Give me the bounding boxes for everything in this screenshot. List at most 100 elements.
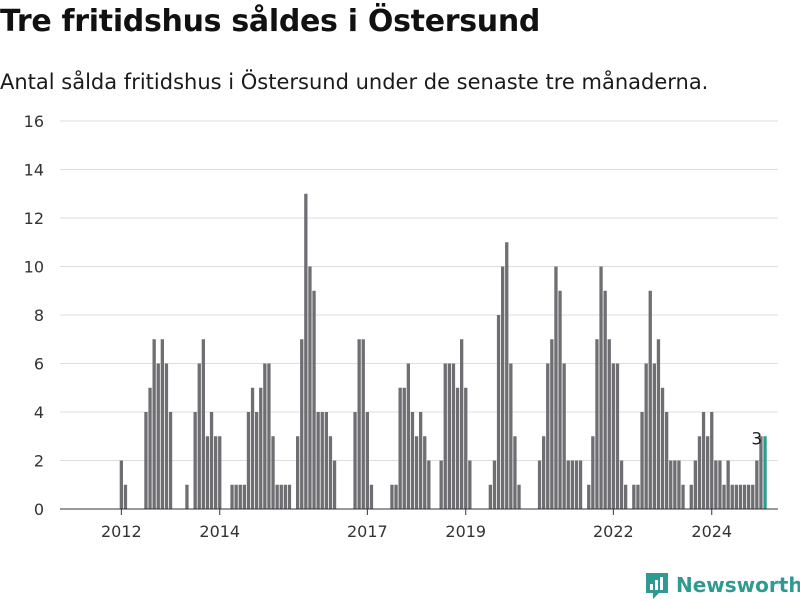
bar [164, 363, 169, 509]
bar [496, 315, 501, 509]
bar [689, 484, 693, 509]
y-tick-label: 16 [24, 112, 44, 131]
chart-subtitle: Antal sålda fritidshus i Östersund under… [0, 70, 709, 94]
bar [542, 436, 546, 509]
bar [320, 412, 324, 509]
bar [681, 484, 685, 509]
bar [419, 412, 423, 509]
x-tick-label: 2022 [593, 522, 634, 541]
bar [644, 363, 648, 509]
bar [603, 290, 607, 509]
bar [263, 363, 267, 509]
bar [652, 363, 656, 509]
bar [763, 436, 767, 509]
bar [554, 266, 558, 509]
bar [759, 436, 763, 509]
bar [550, 339, 554, 509]
bar [447, 363, 451, 509]
bar [160, 339, 164, 509]
bar [283, 484, 287, 509]
bar [656, 339, 661, 509]
x-axis-ticks: 2012 2014 2017 2019 2022 2024 [101, 509, 732, 541]
bar [390, 484, 394, 509]
bar [587, 484, 591, 509]
bar [123, 484, 128, 509]
bar [734, 484, 738, 509]
bar [332, 460, 337, 509]
y-tick-label: 4 [34, 403, 44, 422]
bar [365, 412, 369, 509]
bar [468, 460, 472, 509]
bar [546, 363, 550, 509]
bar [218, 436, 222, 509]
bar [574, 460, 579, 509]
bar [119, 460, 123, 509]
bar [152, 339, 156, 509]
bar [394, 484, 398, 509]
y-tick-label: 8 [34, 306, 44, 325]
bar [308, 266, 312, 509]
bar [439, 460, 443, 509]
y-axis-ticks: 0 2 4 6 8 10 12 14 16 [24, 112, 44, 519]
y-tick-label: 0 [34, 500, 44, 519]
bar [353, 412, 357, 509]
bar [464, 387, 468, 509]
bar-chart: 0 2 4 6 8 10 12 14 16 2012 2014 2017 2019 2022 2024 3 [24, 112, 778, 541]
bar [296, 436, 300, 509]
bar [234, 484, 238, 509]
bar [611, 363, 615, 509]
chart-title: Tre fritidshus såldes i Östersund [0, 4, 541, 39]
bar [665, 412, 669, 509]
bar [619, 460, 624, 509]
bar [242, 484, 246, 509]
bar [300, 339, 304, 509]
brand-name: Newsworthy [676, 573, 800, 597]
bar [726, 460, 730, 509]
bar [537, 460, 542, 509]
bar [460, 339, 464, 509]
bar [566, 460, 570, 509]
y-tick-label: 14 [24, 161, 44, 180]
bar [406, 363, 410, 509]
bar [214, 436, 218, 509]
bar [259, 387, 263, 509]
bar [246, 412, 251, 509]
bar [558, 290, 562, 509]
bar [275, 484, 279, 509]
bar [701, 412, 706, 509]
bar [648, 290, 652, 509]
bar [677, 460, 681, 509]
bar [398, 387, 402, 509]
bar [168, 412, 173, 509]
x-tick-label: 2012 [101, 522, 142, 541]
bar [427, 460, 431, 509]
bar [250, 387, 255, 509]
bar [148, 387, 152, 509]
bar [578, 460, 583, 509]
bar [255, 412, 259, 509]
bar [632, 484, 636, 509]
bar [361, 339, 365, 509]
bar [205, 436, 210, 509]
bar [193, 412, 197, 509]
bar [156, 363, 160, 509]
bar [722, 484, 726, 509]
bar [718, 460, 722, 509]
bar [455, 387, 460, 509]
last-value-label: 3 [751, 430, 762, 450]
bars [119, 193, 767, 509]
newsworthy-brand: Newsworthy [644, 569, 800, 601]
newsworthy-logo-icon [646, 573, 668, 599]
bar [742, 484, 747, 509]
bar [209, 412, 214, 509]
bar [669, 460, 673, 509]
bar [660, 387, 665, 509]
bar [414, 436, 419, 509]
bar [693, 460, 697, 509]
bar [443, 363, 447, 509]
bar [636, 484, 640, 509]
bar [230, 484, 234, 509]
bar [714, 460, 718, 509]
bar [710, 412, 714, 509]
bar [517, 484, 521, 509]
